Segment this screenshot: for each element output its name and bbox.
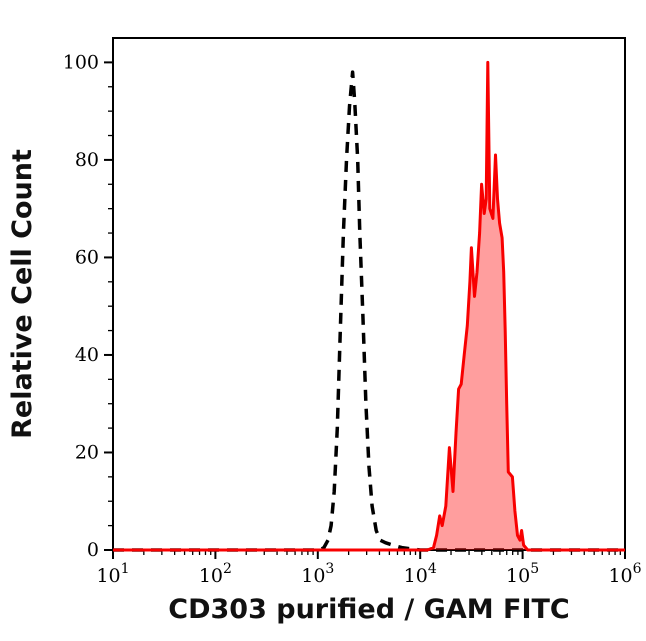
x-tick-label: 106 bbox=[608, 561, 641, 587]
x-tick-label: 102 bbox=[199, 561, 232, 587]
x-tick-label: 105 bbox=[506, 561, 539, 587]
sample-curve bbox=[113, 60, 625, 552]
y-tick-label: 40 bbox=[75, 344, 99, 366]
axes-layer: 0 20 40 60 80 100 101 102 103 104 105 106 bbox=[63, 37, 642, 587]
y-tick-label: 100 bbox=[63, 51, 99, 73]
x-axis-title: CD303 purified / GAM FITC bbox=[168, 594, 569, 625]
y-tick-label: 20 bbox=[75, 441, 99, 463]
y-tick-label: 60 bbox=[75, 246, 99, 268]
control-curve bbox=[113, 70, 625, 552]
curves-layer bbox=[113, 60, 625, 552]
y-tick-label: 80 bbox=[75, 149, 99, 171]
x-tick-label: 103 bbox=[301, 561, 334, 587]
y-axis-title: Relative Cell Count bbox=[7, 149, 38, 439]
x-tick-label: 104 bbox=[404, 561, 437, 587]
sample-curve-fill bbox=[113, 62, 625, 551]
y-tick-label: 0 bbox=[87, 539, 99, 561]
x-tick-label: 101 bbox=[96, 561, 129, 587]
